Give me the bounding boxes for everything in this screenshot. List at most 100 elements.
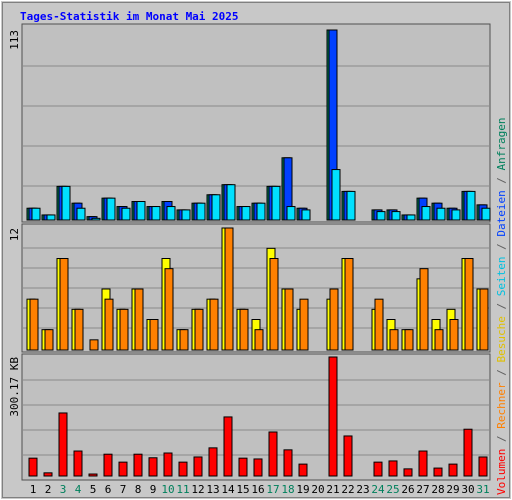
bar (256, 202, 266, 221)
bar (28, 457, 38, 477)
legend-entry: Besuche (495, 316, 508, 362)
bar (388, 460, 398, 477)
bar (149, 319, 159, 351)
x-tick-label: 15 (236, 483, 249, 496)
bar (223, 416, 233, 477)
x-tick-label: 18 (281, 483, 294, 496)
panel (21, 23, 491, 223)
bar (91, 217, 101, 221)
bar (29, 298, 39, 351)
bar (61, 185, 71, 221)
bar (301, 209, 311, 221)
x-tick-label: 14 (221, 483, 235, 496)
x-tick-label: 2 (45, 483, 52, 496)
bar (73, 450, 83, 477)
bar (179, 329, 189, 351)
bar (209, 298, 219, 351)
x-tick-label: 24 (371, 483, 385, 496)
x-tick-label: 5 (90, 483, 97, 496)
bar (328, 356, 338, 477)
bar (374, 298, 384, 351)
bar (119, 308, 129, 351)
bar (449, 319, 459, 351)
bar (403, 468, 413, 477)
legend-separator: / (495, 177, 508, 184)
chart-title: Tages-Statistik im Monat Mai 2025 (20, 10, 239, 23)
bar (268, 431, 278, 477)
bar (74, 308, 84, 351)
bar (448, 463, 458, 477)
bar (118, 461, 128, 477)
bar (418, 450, 428, 477)
x-tick-label: 22 (341, 483, 354, 496)
bar (224, 227, 234, 351)
x-tick-label: 23 (356, 483, 369, 496)
bar (481, 207, 491, 221)
bar (299, 298, 309, 351)
bar (211, 194, 221, 221)
x-tick-label: 27 (416, 483, 429, 496)
bar (419, 268, 429, 351)
x-tick-label: 13 (206, 483, 219, 496)
bar (283, 449, 293, 477)
bar (226, 184, 236, 221)
x-tick-label: 26 (401, 483, 414, 496)
bar (103, 453, 113, 477)
bar (59, 258, 69, 351)
x-tick-label: 9 (150, 483, 157, 496)
bar (346, 190, 356, 221)
bar (478, 456, 488, 477)
x-tick-label: 4 (75, 483, 82, 496)
bar (254, 329, 264, 351)
x-tick-label: 12 (191, 483, 204, 496)
x-tick-label: 30 (461, 483, 474, 496)
y-tick-label: 113 (8, 30, 21, 50)
bar (239, 308, 249, 351)
bar (151, 206, 161, 221)
bar (464, 258, 474, 351)
legend-entry: Volumen (495, 449, 508, 495)
x-tick-label: 28 (431, 483, 444, 496)
x-tick-label: 21 (326, 483, 339, 496)
bar (331, 169, 341, 221)
bar (196, 202, 206, 221)
bar (31, 207, 41, 221)
x-tick-label: 11 (176, 483, 189, 496)
legend-entry: Seiten (495, 257, 508, 297)
x-tick-label: 3 (60, 483, 67, 496)
x-tick-label: 29 (446, 483, 459, 496)
bar (238, 457, 248, 477)
x-tick-label: 8 (135, 483, 142, 496)
bar (134, 288, 144, 351)
bar (163, 452, 173, 477)
legend-separator: / (495, 243, 508, 250)
bar (194, 308, 204, 351)
x-tick-label: 10 (161, 483, 174, 496)
x-tick-label: 17 (266, 483, 279, 496)
bar (479, 288, 489, 351)
bar (466, 190, 476, 221)
bar (434, 329, 444, 351)
x-tick-label: 19 (296, 483, 309, 496)
bar (76, 207, 86, 221)
bar (133, 453, 143, 477)
bar (181, 209, 191, 221)
bar (58, 412, 68, 477)
bar (89, 339, 99, 351)
bar (269, 258, 279, 351)
bar (148, 457, 158, 477)
bar (373, 461, 383, 477)
bar (433, 467, 443, 477)
bar (344, 258, 354, 351)
bar (406, 214, 416, 221)
bar (241, 206, 251, 221)
x-tick-label: 7 (120, 483, 127, 496)
bar (298, 463, 308, 477)
legend-separator: / (495, 369, 508, 376)
bar (271, 185, 281, 221)
x-tick-label: 1 (30, 483, 37, 496)
bar (404, 329, 414, 351)
bar (391, 211, 401, 221)
